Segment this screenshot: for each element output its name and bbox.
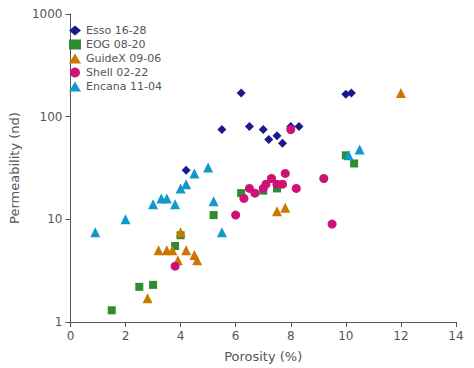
- svg-text:14: 14: [448, 329, 463, 343]
- svg-text:4: 4: [177, 329, 185, 343]
- svg-text:GuideX 09-06: GuideX 09-06: [86, 52, 161, 65]
- svg-text:10: 10: [47, 212, 62, 226]
- svg-text:2: 2: [122, 329, 130, 343]
- svg-text:Esso 16-28: Esso 16-28: [86, 24, 147, 37]
- svg-text:0: 0: [67, 329, 75, 343]
- svg-text:Porosity (%): Porosity (%): [224, 349, 302, 364]
- svg-text:Shell 02-22: Shell 02-22: [86, 66, 148, 79]
- svg-text:Encana 11-04: Encana 11-04: [86, 80, 162, 93]
- svg-text:100: 100: [40, 110, 63, 124]
- svg-text:10: 10: [338, 329, 353, 343]
- svg-text:1: 1: [55, 315, 63, 329]
- svg-text:Permeability (nd): Permeability (nd): [7, 112, 22, 224]
- svg-text:EOG 08-20: EOG 08-20: [86, 38, 146, 51]
- svg-text:12: 12: [393, 329, 408, 343]
- svg-text:8: 8: [287, 329, 295, 343]
- svg-text:1000: 1000: [32, 7, 63, 21]
- svg-text:6: 6: [232, 329, 240, 343]
